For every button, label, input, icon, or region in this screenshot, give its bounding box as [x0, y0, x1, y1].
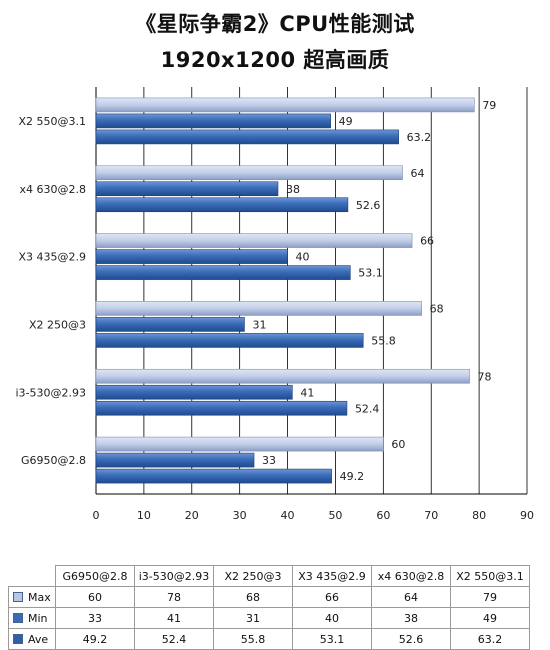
- table-cell: 49: [450, 607, 530, 629]
- table-cell: 52.6: [371, 628, 451, 650]
- table-cell: 60: [55, 586, 135, 608]
- table-cell: 31: [213, 607, 293, 629]
- bar-min: [95, 317, 245, 332]
- x-tick-label: 80: [472, 509, 486, 522]
- table-header-cell: G6950@2.8: [55, 565, 135, 587]
- table-row-max: Max 60 78 68 66 64 79: [8, 586, 530, 608]
- x-tick-label: 10: [137, 509, 151, 522]
- category-label: X2 550@3.1: [18, 115, 86, 128]
- table-header-cell: X2 550@3.1: [450, 565, 530, 587]
- legend-max: Max: [8, 586, 56, 608]
- table-cell: 53.1: [292, 628, 372, 650]
- bar-max: [95, 97, 475, 113]
- legend-key-ave: [13, 633, 23, 644]
- category-label: G6950@2.8: [21, 454, 86, 467]
- category-label: i3-530@2.93: [15, 386, 86, 399]
- x-tick-label: 40: [281, 509, 295, 522]
- bar-ave: [95, 333, 364, 348]
- bar-ave: [95, 197, 349, 213]
- bar-max: [95, 436, 384, 452]
- bar-ave: [95, 400, 348, 416]
- bar-min: [95, 181, 279, 197]
- bar-min: [95, 249, 288, 264]
- data-label: 68: [430, 302, 444, 315]
- legend-label-ave: Ave: [28, 632, 49, 646]
- table-cell: 38: [371, 607, 451, 629]
- data-label: 64: [410, 167, 424, 180]
- table-row-min: Min 33 41 31 40 38 49: [8, 607, 530, 629]
- bar-min: [95, 113, 331, 129]
- data-label: 79: [482, 99, 496, 112]
- bar-ave: [95, 265, 351, 280]
- table-cell: 41: [134, 607, 214, 629]
- bar-ave: [95, 468, 332, 484]
- data-label: 40: [296, 251, 310, 264]
- chart-title: 《星际争霸2》CPU性能测试: [135, 12, 415, 36]
- bar-min: [95, 452, 255, 468]
- table-row-ave: Ave 49.2 52.4 55.8 53.1 52.6 63.2: [8, 628, 530, 650]
- x-tick-label: 50: [328, 509, 342, 522]
- data-label: 41: [300, 386, 314, 399]
- table-cell: 78: [134, 586, 214, 608]
- data-label: 52.4: [355, 402, 380, 415]
- legend-label-min: Min: [28, 611, 48, 625]
- table-cell: 40: [292, 607, 372, 629]
- bar-chart: 0 10 20 30 40 50 60 70 80 90 60 33 49.2 G6950@2.8 78 41…: [15, 87, 534, 522]
- table-cell: 79: [450, 586, 530, 608]
- legend-label-max: Max: [28, 590, 51, 604]
- x-tick-label: 70: [424, 509, 438, 522]
- table-cell: 49.2: [55, 628, 135, 650]
- x-tick-label: 20: [185, 509, 199, 522]
- legend-key-max: [13, 591, 23, 602]
- chart-subtitle: 1920x1200 超高画质: [160, 48, 390, 72]
- x-tick-label: 0: [93, 509, 100, 522]
- x-tick-label: 30: [233, 509, 247, 522]
- bar-max: [95, 368, 470, 384]
- data-label: 31: [252, 318, 266, 331]
- legend-min: Min: [8, 607, 56, 629]
- table-header-cell: X3 435@2.9: [292, 565, 372, 587]
- table-header-cell: i3-530@2.93: [134, 565, 214, 587]
- table-header-cell: x4 630@2.8: [371, 565, 451, 587]
- table-cell: 33: [55, 607, 135, 629]
- bar-max: [95, 165, 403, 181]
- bar-max: [95, 233, 413, 248]
- x-tick-label: 60: [376, 509, 390, 522]
- x-tick-label: 90: [520, 509, 534, 522]
- bar-min: [95, 384, 293, 400]
- bar-max: [95, 301, 422, 316]
- legend-ave: Ave: [8, 628, 56, 650]
- legend-key-min: [13, 612, 23, 623]
- table-cell: 55.8: [213, 628, 293, 650]
- category-label: x4 630@2.8: [20, 183, 87, 196]
- data-table: G6950@2.8 i3-530@2.93 X2 250@3 X3 435@2.…: [8, 565, 530, 650]
- data-label: 49: [339, 115, 353, 128]
- data-label: 78: [478, 370, 492, 383]
- data-label: 38: [286, 183, 300, 196]
- category-label: X2 250@3: [29, 318, 86, 331]
- data-label: 63.2: [407, 131, 432, 144]
- data-label: 33: [262, 454, 276, 467]
- data-label: 53.1: [358, 267, 383, 280]
- data-label: 52.6: [356, 199, 381, 212]
- data-label: 60: [391, 438, 405, 451]
- table-cell: 68: [213, 586, 293, 608]
- table-header-row: G6950@2.8 i3-530@2.93 X2 250@3 X3 435@2.…: [9, 565, 530, 587]
- table-header-cell: X2 250@3: [213, 565, 293, 587]
- category-label: X3 435@2.9: [18, 251, 86, 264]
- table-cell: 52.4: [134, 628, 214, 650]
- bar-ave: [95, 129, 399, 145]
- data-label: 66: [420, 235, 434, 248]
- table-cell: 66: [292, 586, 372, 608]
- table-cell: 63.2: [450, 628, 530, 650]
- table-cell: 64: [371, 586, 451, 608]
- data-label: 55.8: [371, 334, 396, 347]
- data-label: 49.2: [340, 470, 365, 483]
